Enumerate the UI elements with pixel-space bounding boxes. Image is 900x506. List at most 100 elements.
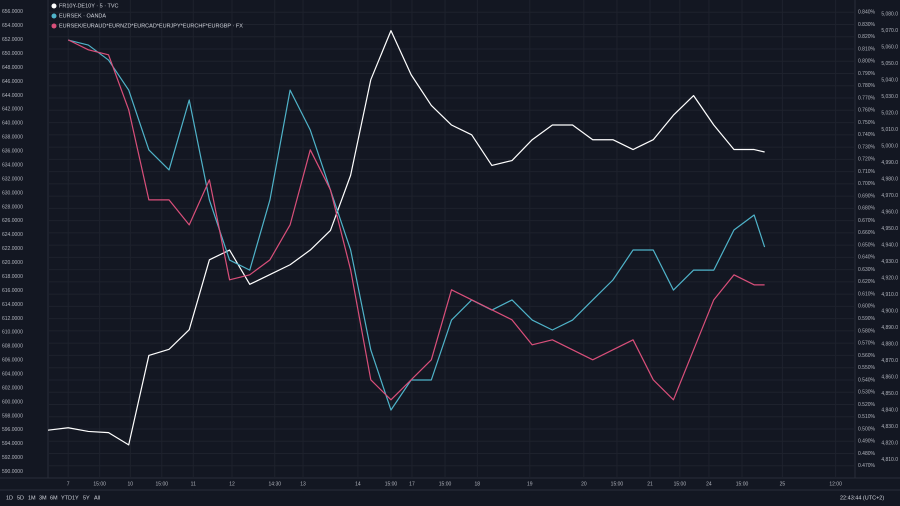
y2-tick-label: 0.730% [858, 144, 876, 150]
y3-tick-label: 4,840.0 [881, 407, 898, 413]
legend-swatch [51, 3, 57, 9]
x-tick-label: 15:00 [93, 481, 106, 487]
y2-tick-label: 0.740% [858, 132, 876, 138]
y2-tick-label: 0.780% [858, 83, 876, 89]
range-button[interactable]: 6M [50, 495, 58, 501]
y3-tick-label: 4,980.0 [881, 176, 898, 182]
x-tick-label: 10 [128, 481, 134, 487]
x-tick-label: 15:00 [385, 481, 398, 487]
legend-entry: FR10Y-DE10Y · 5 · TVC [59, 3, 119, 9]
y-tick-label: 592.0000 [2, 455, 23, 461]
y-tick-label: 642.0000 [2, 107, 23, 113]
range-button[interactable]: YTD [61, 495, 72, 501]
y3-tick-label: 4,950.0 [881, 226, 898, 232]
y-tick-label: 590.0000 [2, 469, 23, 475]
y2-tick-label: 0.770% [858, 95, 876, 101]
y3-tick-label: 5,080.0 [881, 11, 898, 17]
y-tick-label: 646.0000 [2, 79, 23, 85]
y3-tick-label: 4,910.0 [881, 292, 898, 298]
y2-tick-label: 0.790% [858, 71, 876, 77]
y2-tick-label: 0.650% [858, 242, 876, 248]
range-button[interactable]: All [94, 495, 100, 501]
y3-tick-label: 5,000.0 [881, 143, 898, 149]
y3-tick-label: 5,070.0 [881, 28, 898, 34]
x-tick-label: 17 [409, 481, 415, 487]
y2-tick-label: 0.620% [858, 279, 876, 285]
y-tick-label: 610.0000 [2, 330, 23, 336]
y-tick-label: 632.0000 [2, 176, 23, 182]
y3-tick-label: 4,990.0 [881, 160, 898, 166]
y2-tick-label: 0.600% [858, 304, 876, 310]
x-tick-label: 21 [647, 481, 653, 487]
y3-tick-label: 4,880.0 [881, 341, 898, 347]
x-tick-label: 18 [475, 481, 481, 487]
y2-tick-label: 0.810% [858, 46, 876, 52]
y2-tick-label: 0.670% [858, 218, 876, 224]
x-tick-label: 20 [581, 481, 587, 487]
x-tick-label: 15:00 [439, 481, 452, 487]
x-tick-label: 11 [191, 481, 196, 487]
range-button[interactable]: 1D [6, 495, 13, 501]
y-tick-label: 614.0000 [2, 302, 23, 308]
y3-tick-label: 5,010.0 [881, 127, 898, 133]
y3-tick-label: 5,020.0 [881, 110, 898, 116]
y-tick-label: 650.0000 [2, 51, 23, 57]
y-tick-label: 596.0000 [2, 427, 23, 433]
y2-tick-label: 0.750% [858, 120, 876, 126]
y2-tick-label: 0.630% [858, 267, 876, 273]
y3-tick-label: 4,830.0 [881, 424, 898, 430]
y2-tick-label: 0.840% [858, 10, 876, 16]
range-button[interactable]: 5Y [83, 495, 90, 501]
series-line [68, 39, 766, 411]
y3-tick-label: 5,060.0 [881, 44, 898, 50]
x-tick-label: 24 [706, 481, 712, 487]
y2-tick-label: 0.590% [858, 316, 876, 322]
range-button[interactable]: 5D [17, 495, 24, 501]
y2-tick-label: 0.640% [858, 255, 876, 261]
y-tick-label: 628.0000 [2, 204, 23, 210]
x-tick-label: 15:00 [674, 481, 687, 487]
y3-tick-label: 4,870.0 [881, 358, 898, 364]
legend-entry: EURSEK · OANDA [59, 13, 106, 19]
range-button[interactable]: 1M [28, 495, 36, 501]
y2-tick-label: 0.560% [858, 353, 876, 359]
y3-tick-label: 4,960.0 [881, 209, 898, 215]
y-tick-label: 626.0000 [2, 218, 23, 224]
plot: 7 15:00 10 15:00 11 12 14:30 13 14 15:00 17 15:00 18… [2, 0, 898, 487]
legend: FR10Y-DE10Y · 5 · TVC EURSEK · OANDA EURSE… [51, 3, 243, 29]
y3-tick-label: 5,050.0 [881, 61, 898, 67]
y2-tick-label: 0.800% [858, 59, 876, 65]
y2-tick-label: 0.700% [858, 181, 876, 187]
range-button[interactable]: 1Y [72, 495, 79, 501]
y3-tick-label: 4,900.0 [881, 308, 898, 314]
y3-tick-label: 4,850.0 [881, 391, 898, 397]
series-line [47, 30, 765, 446]
y2-tick-label: 0.830% [858, 22, 876, 28]
y-tick-label: 648.0000 [2, 65, 23, 71]
y-tick-label: 606.0000 [2, 358, 23, 364]
y2-tick-label: 0.510% [858, 414, 876, 420]
legend-entry: EURSEK/EURAUD*EURNZD*EURCAD*EURJPY*EURCH… [59, 23, 243, 29]
y2-tick-label: 0.610% [858, 291, 876, 297]
y-tick-label: 652.0000 [2, 37, 23, 43]
range-button[interactable]: 3M [39, 495, 47, 501]
y3-tick-label: 4,810.0 [881, 457, 898, 463]
x-tick-label: 13 [300, 481, 306, 487]
y2-tick-label: 0.710% [858, 169, 876, 175]
y-tick-label: 630.0000 [2, 190, 23, 196]
x-tick-label: 15:00 [736, 481, 749, 487]
y-tick-label: 636.0000 [2, 149, 23, 155]
legend-swatch [51, 13, 57, 19]
x-tick-label: 19 [527, 481, 533, 487]
y2-tick-label: 0.480% [858, 451, 876, 457]
y2-tick-label: 0.550% [858, 365, 876, 371]
y2-tick-label: 0.570% [858, 341, 876, 347]
legend-swatch [51, 23, 57, 29]
y2-tick-label: 0.660% [858, 230, 876, 236]
y-tick-label: 638.0000 [2, 135, 23, 141]
x-tick-label: 15:00 [611, 481, 624, 487]
series-line [67, 39, 765, 401]
